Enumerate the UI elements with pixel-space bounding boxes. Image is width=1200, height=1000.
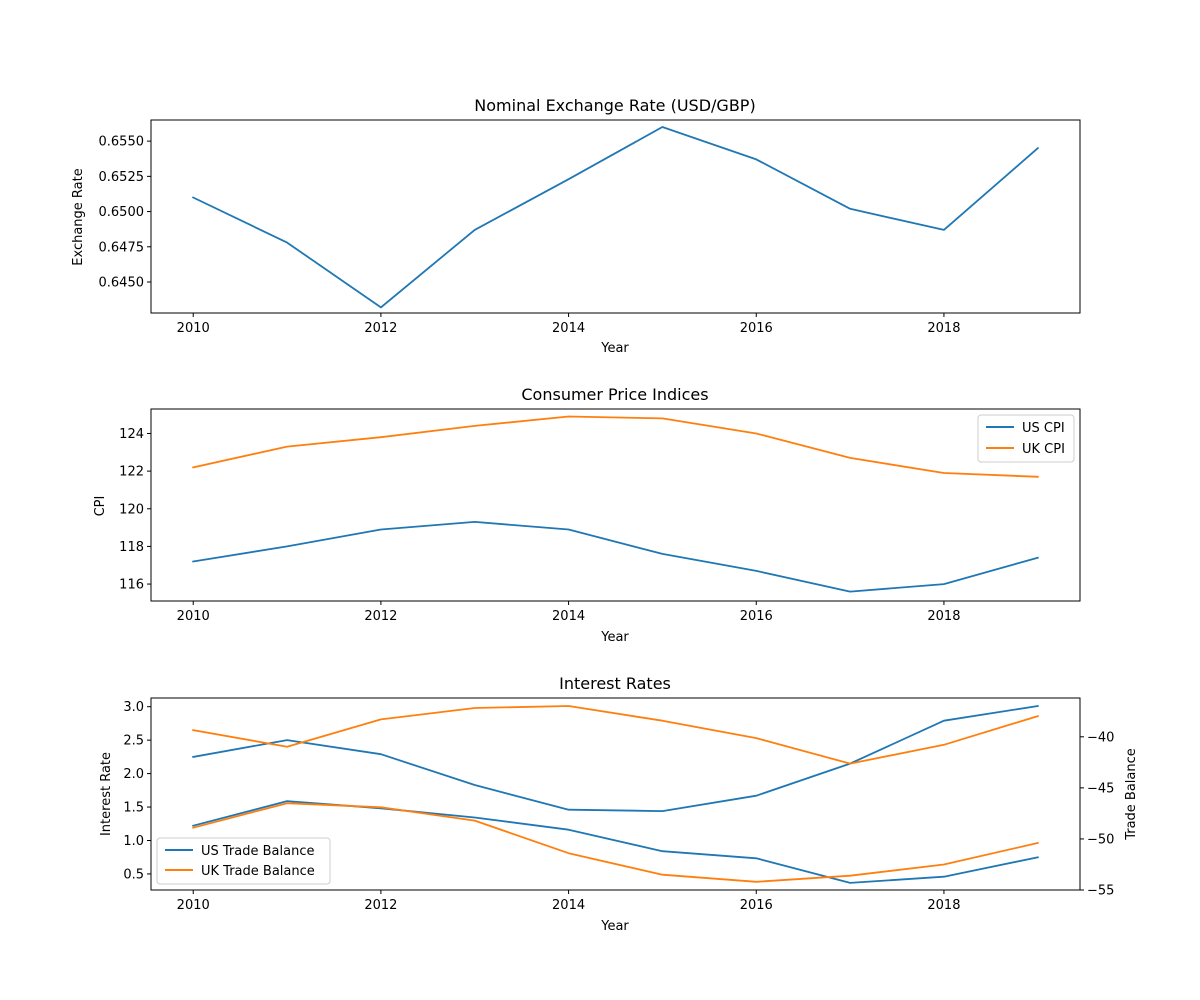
cpi-chart-y-tick-label: 122	[119, 465, 144, 480]
cpi-chart-x-tick-label: 2018	[927, 609, 960, 624]
legend-label-us-cpi: US CPI	[1022, 421, 1065, 436]
exchange-rate-chart-y-axis-label: Exchange Rate	[71, 168, 86, 265]
interest-rates-chart-right-y-tick-label: −55	[1087, 884, 1114, 899]
interest-rates-chart-line-uk-trade-balance	[192, 802, 1039, 883]
interest-rates-chart-x-tick-label: 2014	[552, 898, 585, 913]
exchange-rate-chart-title: Nominal Exchange Rate (USD/GBP)	[474, 96, 755, 115]
exchange-rate-chart-y-tick-label: 0.6450	[99, 276, 145, 291]
cpi-chart-x-tick-label: 2014	[552, 609, 585, 624]
interest-rates-chart-y-axis-label: Interest Rate	[99, 752, 114, 836]
cpi-chart-line-uk-cpi	[192, 415, 1039, 478]
cpi-chart-y-axis-label: CPI	[93, 496, 108, 517]
exchange-rate-chart-x-tick-label: 2010	[177, 321, 210, 336]
exchange-rate-chart: Nominal Exchange Rate (USD/GBP) Year Exc…	[71, 96, 1081, 356]
exchange-rate-chart-x-tick-label: 2016	[740, 321, 773, 336]
interest-rates-chart-right-y-tick-label: −45	[1087, 781, 1114, 796]
interest-rates-chart-right-y-tick-label: −50	[1087, 832, 1114, 847]
cpi-chart-y-tick-label: 116	[119, 578, 144, 593]
legend-label-uk-trade-balance: UK Trade Balance	[201, 864, 315, 879]
interest-rates-chart-legend: US Trade Balance UK Trade Balance	[156, 837, 331, 885]
exchange-rate-chart-y-tick-label: 0.6500	[99, 205, 145, 220]
interest-rates-chart-y-tick-label: 2.0	[123, 767, 144, 782]
cpi-chart-y-tick-label: 120	[119, 502, 144, 517]
interest-rates-chart-plot-frame	[150, 697, 1081, 891]
exchange-rate-chart-x-tick-label: 2014	[552, 321, 585, 336]
cpi-chart-plot-frame	[150, 408, 1081, 602]
cpi-chart-title: Consumer Price Indices	[521, 385, 708, 404]
exchange-rate-chart-x-tick-label: 2018	[927, 321, 960, 336]
interest-rates-chart-x-tick-label: 2016	[740, 898, 773, 913]
exchange-rate-chart-line-series-1	[191, 126, 1040, 309]
cpi-chart-y-tick-label: 118	[119, 540, 144, 555]
interest-rates-chart-y-tick-label: 1.0	[123, 834, 144, 849]
interest-rates-chart-right-y-axis-label: Trade Balance	[1124, 748, 1139, 841]
interest-rates-chart-y-tick-label: 0.5	[123, 867, 144, 882]
interest-rates-chart-line-series-1	[192, 704, 1039, 812]
interest-rates-chart-y-tick-label: 1.5	[123, 801, 144, 816]
interest-rates-chart-x-tick-label: 2010	[177, 898, 210, 913]
exchange-rate-chart-x-tick-label: 2012	[364, 321, 397, 336]
exchange-rate-chart-y-tick-label: 0.6475	[99, 240, 145, 255]
interest-rates-chart: Interest Rates Year Interest Rate Trade …	[99, 674, 1139, 934]
cpi-chart-y-tick-label: 124	[119, 427, 144, 442]
exchange-rate-chart-plot-frame	[150, 119, 1081, 314]
interest-rates-chart-line-series-2	[192, 705, 1039, 765]
interest-rates-chart-title: Interest Rates	[559, 674, 671, 693]
exchange-rate-chart-y-tick-label: 0.6525	[99, 170, 145, 185]
interest-rates-chart-y-tick-label: 2.5	[123, 734, 144, 749]
interest-rates-chart-x-axis-label: Year	[600, 919, 629, 934]
interest-rates-chart-x-tick-label: 2018	[927, 898, 960, 913]
interest-rates-chart-y-tick-label: 3.0	[123, 700, 144, 715]
legend-label-uk-cpi: UK CPI	[1022, 442, 1065, 457]
exchange-rate-chart-y-tick-label: 0.6550	[99, 135, 145, 150]
interest-rates-chart-legend-frame	[156, 837, 331, 885]
cpi-chart-x-tick-label: 2010	[177, 609, 210, 624]
cpi-chart-legend: US CPI UK CPI	[977, 414, 1075, 463]
exchange-rate-chart-x-axis-label: Year	[600, 341, 629, 356]
interest-rates-chart-x-tick-label: 2012	[364, 898, 397, 913]
cpi-chart-x-axis-label: Year	[600, 630, 629, 645]
cpi-chart: Consumer Price Indices Year CPI 2010 2012…	[93, 385, 1081, 645]
legend-label-us-trade-balance: US Trade Balance	[201, 844, 314, 859]
interest-rates-chart-right-y-tick-label: −40	[1087, 730, 1114, 745]
cpi-chart-x-tick-label: 2012	[364, 609, 397, 624]
cpi-chart-x-tick-label: 2016	[740, 609, 773, 624]
cpi-chart-line-us-cpi	[192, 521, 1039, 593]
